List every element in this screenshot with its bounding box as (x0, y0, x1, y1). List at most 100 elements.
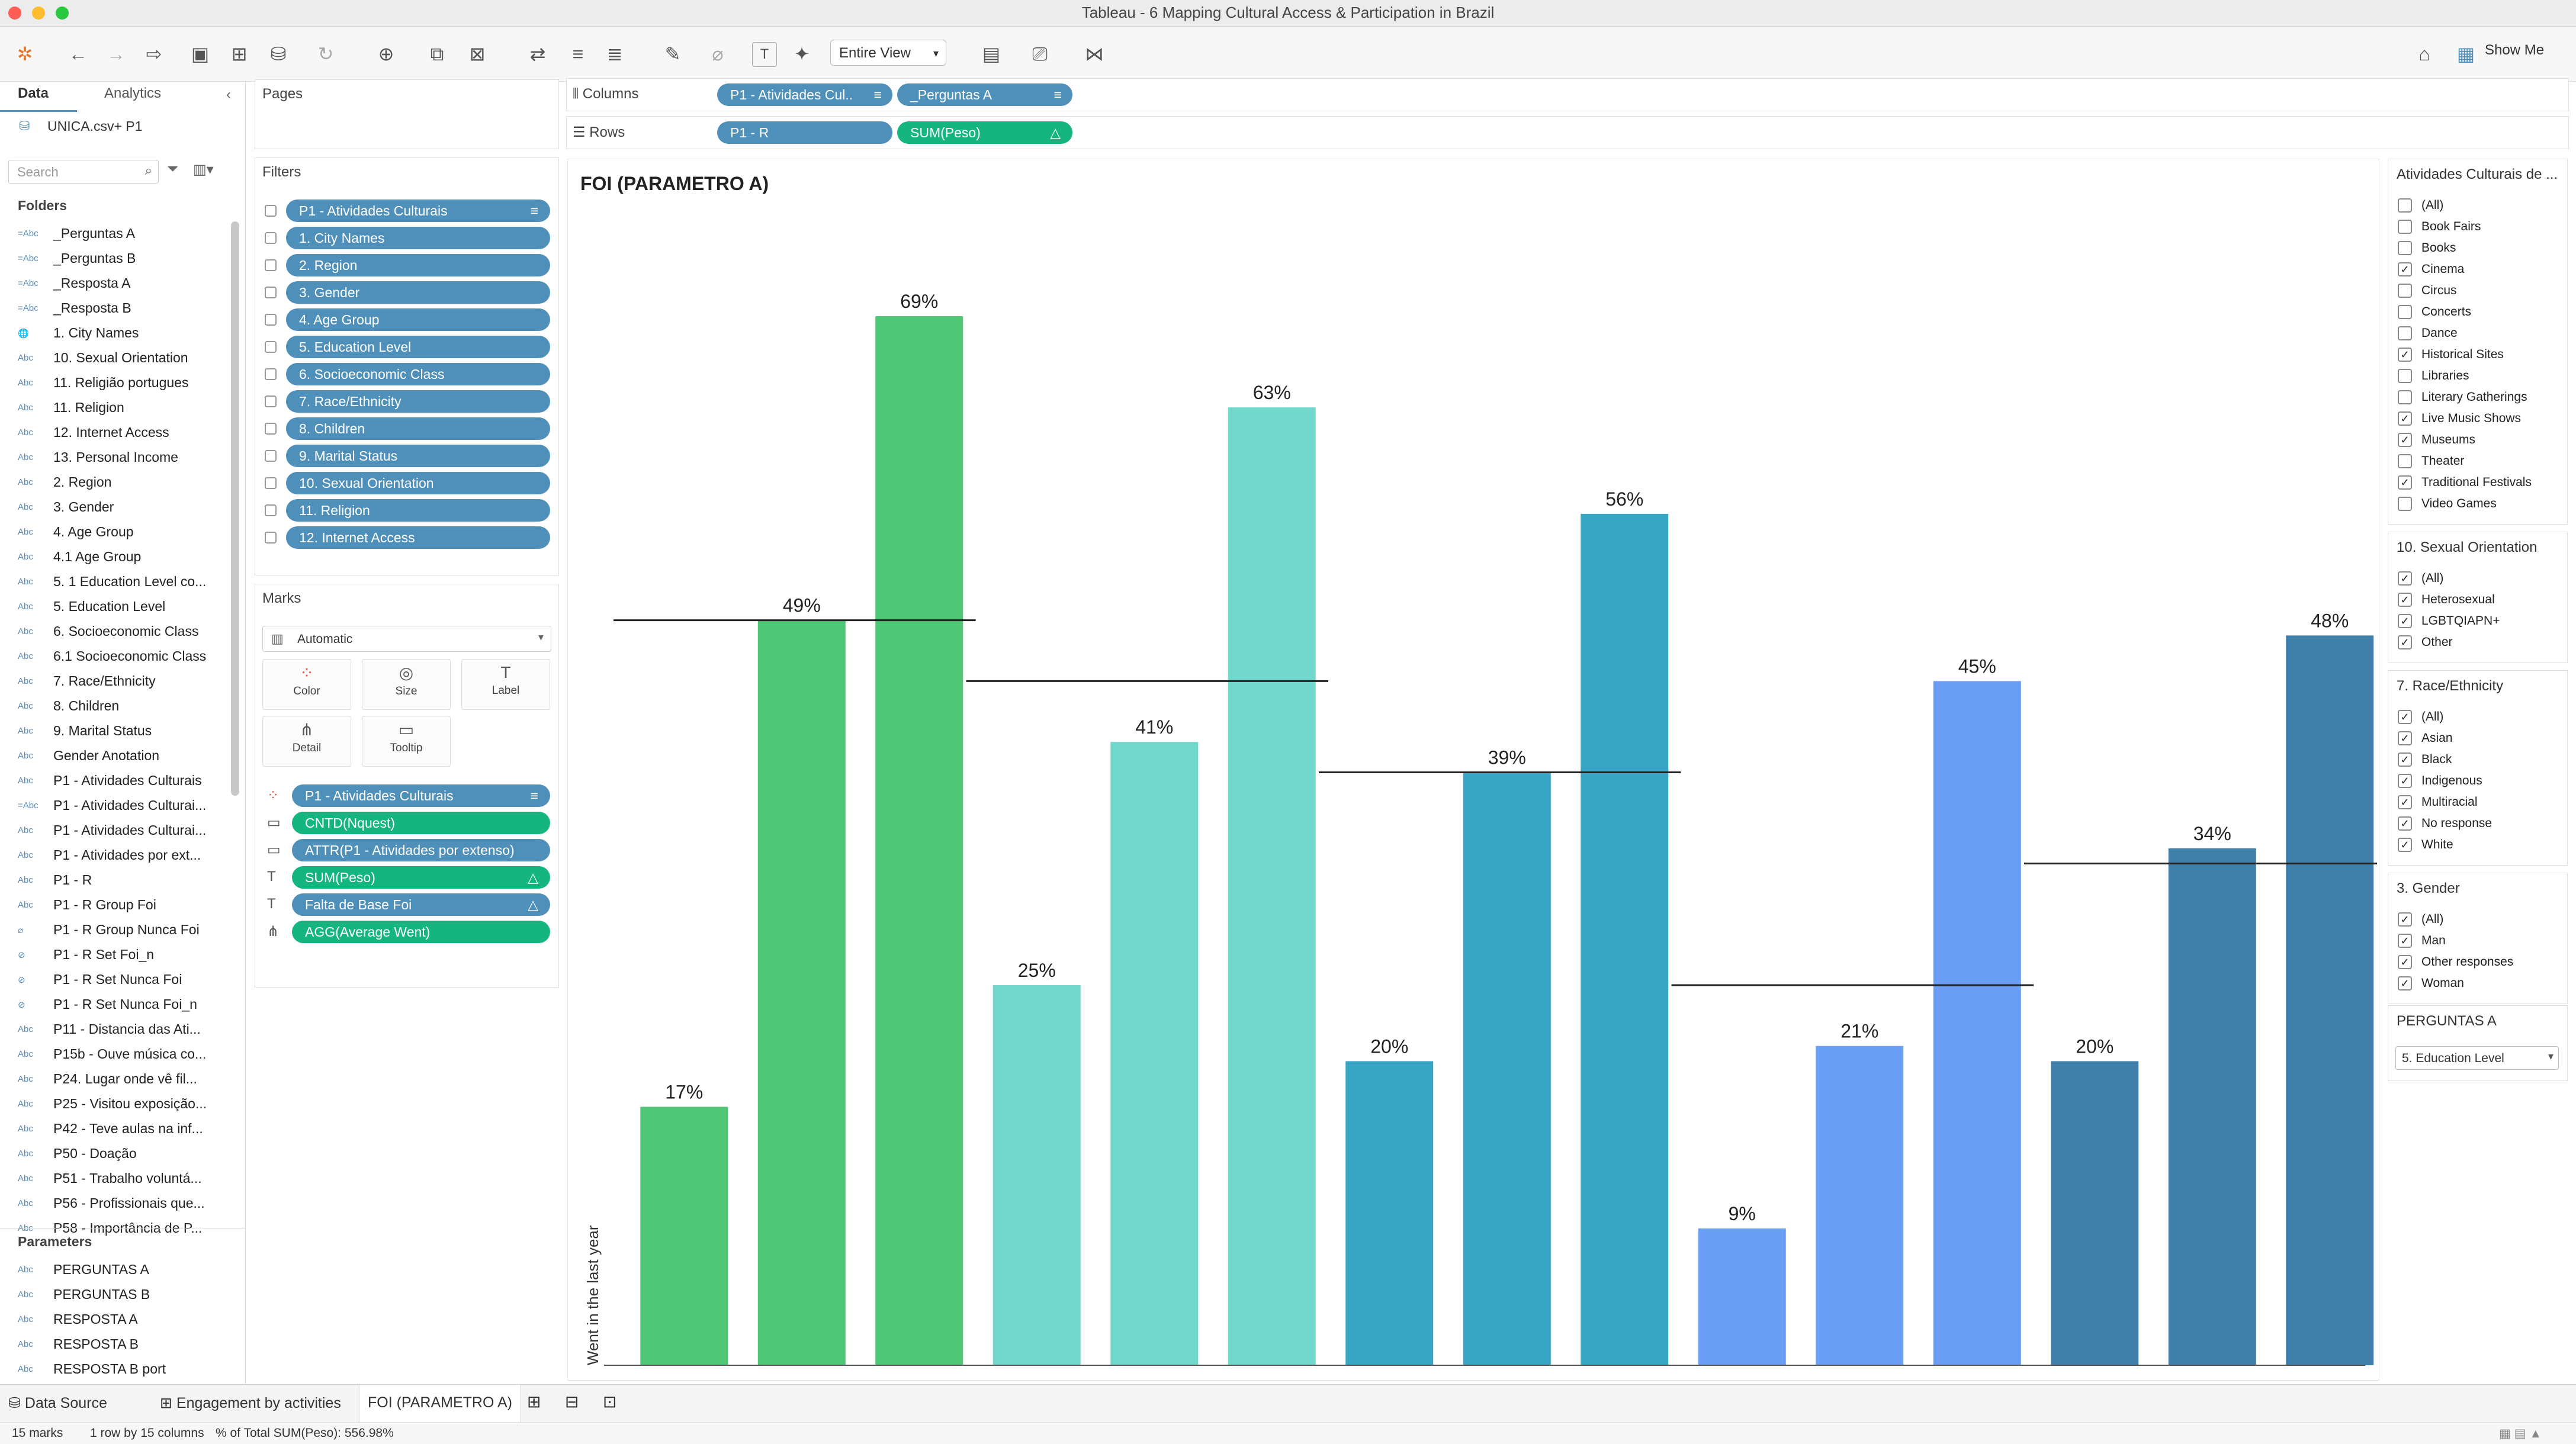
marks-pill[interactable]: P1 - Atividades Culturais ≡ (292, 784, 550, 807)
field-item[interactable]: ⊘ P1 - R Set Foi_n (0, 943, 237, 967)
filter-pill[interactable]: 2. Region (286, 254, 550, 276)
pages-card[interactable]: Pages (255, 79, 559, 149)
field-item[interactable]: =Abc _Perguntas B (0, 246, 237, 271)
redo-icon[interactable]: → (107, 43, 126, 65)
field-item[interactable]: Abc 5. Education Level (0, 594, 237, 619)
field-item[interactable]: Abc 4. Age Group (0, 520, 237, 545)
field-item[interactable]: Abc 3. Gender (0, 495, 237, 520)
show-me-button[interactable]: Show Me (2485, 42, 2545, 58)
field-item[interactable]: Abc 2. Region (0, 470, 237, 495)
clear-sheet-icon[interactable]: ⊠ (469, 43, 486, 65)
bar-chart[interactable]: 17% 49% 69% 25% 41% 63% 20% 39% 56% 9% 21% 45% 20% 34… (568, 201, 2377, 1379)
new-datasource-icon[interactable]: ⊞ (231, 43, 248, 65)
filter-checkbox[interactable]: ✓ Woman (2398, 976, 2464, 996)
sort-descending-icon[interactable]: ≣ (606, 43, 623, 65)
mark-type-select[interactable]: ▥ Automatic ▾ (262, 626, 551, 652)
bar-mark[interactable] (1816, 1046, 1904, 1365)
field-item[interactable]: =Abc P1 - Atividades Culturai... (0, 793, 237, 818)
fit-select[interactable]: Entire View ▾ (830, 40, 946, 66)
field-item[interactable]: Abc 13. Personal Income (0, 445, 237, 470)
share-icon[interactable]: ⋈ (1085, 43, 1104, 65)
rows-pill-sum-peso[interactable]: SUM(Peso) △ (897, 121, 1072, 144)
filter-pill[interactable]: 5. Education Level (286, 336, 550, 358)
filter-checkbox[interactable]: ✓ Other responses (2398, 955, 2513, 975)
filter-pill[interactable]: 1. City Names (286, 227, 550, 249)
field-item[interactable]: Abc P42 - Teve aulas na inf... (0, 1117, 237, 1141)
marks-pill[interactable]: SUM(Peso) △ (292, 866, 550, 889)
new-dashboard-icon[interactable]: ⊟ (565, 1392, 579, 1411)
bar-mark[interactable] (2286, 635, 2374, 1365)
collapse-panel-icon[interactable]: ‹ (226, 86, 231, 102)
filter-pill[interactable]: 3. Gender (286, 281, 550, 304)
field-item[interactable]: Abc 7. Race/Ethnicity (0, 669, 237, 694)
presentation-mode-icon[interactable]: ⎚ (1032, 43, 1048, 65)
filter-checkbox[interactable]: ✓ (All) (2398, 912, 2443, 932)
filter-checkbox[interactable]: Theater (2398, 454, 2464, 474)
filter-checkbox[interactable]: Libraries (2398, 369, 2469, 389)
parameter-item[interactable]: Abc PERGUNTAS A (0, 1258, 237, 1282)
pin-icon[interactable]: ⌂ (2418, 43, 2430, 65)
filter-checkbox[interactable]: ✓ Man (2398, 934, 2446, 954)
columns-pill-perguntas[interactable]: _Perguntas A ≡ (897, 83, 1072, 106)
bar-mark[interactable] (993, 985, 1081, 1365)
filter-checkbox[interactable]: Video Games (2398, 497, 2497, 517)
filter-pill[interactable]: 9. Marital Status (286, 445, 550, 467)
swap-rows-columns-icon[interactable]: ⇄ (529, 43, 546, 65)
filter-checkbox[interactable]: ✓ Asian (2398, 731, 2453, 751)
filter-checkbox[interactable]: ✓ Black (2398, 752, 2452, 773)
group-members-icon[interactable]: ⌀ (712, 43, 724, 65)
search-box[interactable]: Search ⌕ (8, 160, 159, 184)
field-item[interactable]: ⌀ P1 - R Group Nunca Foi (0, 918, 237, 943)
field-item[interactable]: Abc 6. Socioeconomic Class (0, 619, 237, 644)
rows-shelf[interactable]: ☰ Rows P1 - R SUM(Peso) △ (566, 116, 2569, 149)
zoom-window-button[interactable] (56, 7, 69, 20)
field-item[interactable]: =Abc _Perguntas A (0, 221, 237, 246)
bar-mark[interactable] (1698, 1228, 1786, 1365)
field-item[interactable]: Abc 11. Religião portugues (0, 371, 237, 395)
filter-checkbox[interactable]: ✓ Indigenous (2398, 774, 2482, 794)
filter-checkbox[interactable]: ✓ Cinema (2398, 262, 2464, 282)
filter-checkbox[interactable]: ✓ No response (2398, 816, 2492, 837)
field-item[interactable]: Abc 8. Children (0, 694, 237, 719)
parameter-item[interactable]: Abc RESPOSTA B port (0, 1357, 237, 1382)
field-item[interactable]: Abc P11 - Distancia das Ati... (0, 1017, 237, 1042)
field-item[interactable]: Abc P51 - Trabalho voluntá... (0, 1166, 237, 1191)
detail-button[interactable]: ⋔ Detail (262, 716, 351, 767)
filter-checkbox[interactable]: ✓ (All) (2398, 710, 2443, 730)
filter-checkbox[interactable]: ✓ Other (2398, 635, 2453, 655)
bar-mark[interactable] (1345, 1061, 1434, 1365)
bar-mark[interactable] (640, 1107, 728, 1365)
filter-pill[interactable]: 11. Religion (286, 499, 550, 522)
filter-checkbox[interactable]: ✓ Historical Sites (2398, 348, 2504, 368)
marks-pill[interactable]: CNTD(Nquest) (292, 812, 550, 834)
filter-checkbox[interactable]: ✓ Traditional Festivals (2398, 475, 2532, 496)
field-item[interactable]: Abc P1 - Atividades por ext... (0, 843, 237, 868)
columns-shelf[interactable]: ⫴ Columns P1 - Atividades Cul.. ≡ _Pergun… (566, 78, 2569, 111)
bar-mark[interactable] (1228, 407, 1316, 1365)
field-list-scrollbar[interactable] (231, 221, 239, 796)
filter-checkbox[interactable]: ✓ (All) (2398, 571, 2443, 591)
parameter-item[interactable]: Abc RESPOSTA B (0, 1332, 237, 1357)
bar-mark[interactable] (1581, 513, 1669, 1366)
filters-card[interactable]: Filters P1 - Atividades Culturais ≡ 1. Cit… (255, 157, 559, 575)
datasource-icon[interactable]: ⛁ (270, 43, 287, 65)
bar-mark[interactable] (1463, 772, 1551, 1365)
field-item[interactable]: Abc P56 - Profissionais que... (0, 1191, 237, 1216)
bar-mark[interactable] (1110, 742, 1199, 1365)
save-icon[interactable]: ▣ (191, 43, 210, 65)
field-item[interactable]: Abc P24. Lugar onde vê fil... (0, 1067, 237, 1092)
minimize-window-button[interactable] (32, 7, 45, 20)
datasource-tab[interactable]: ⛁ Data Source (8, 1394, 107, 1412)
new-sheet-icon[interactable]: ⊕ (378, 43, 394, 65)
filter-checkbox[interactable]: (All) (2398, 198, 2443, 218)
sheet-tab-engagement[interactable]: ⊞ Engagement by activities (160, 1394, 341, 1412)
highlight-icon[interactable]: ✎ (664, 43, 681, 65)
bar-mark[interactable] (875, 316, 963, 1365)
field-item[interactable]: Abc P1 - Atividades Culturai... (0, 818, 237, 843)
filter-pill[interactable]: 12. Internet Access (286, 526, 550, 549)
color-button[interactable]: ⁘ Color (262, 659, 351, 710)
duplicate-sheet-icon[interactable]: ⧉ (430, 43, 444, 65)
show-me-icon[interactable]: ▦ (2456, 43, 2475, 65)
refresh-icon[interactable]: ↻ (317, 43, 334, 65)
bar-mark[interactable] (2168, 848, 2256, 1365)
